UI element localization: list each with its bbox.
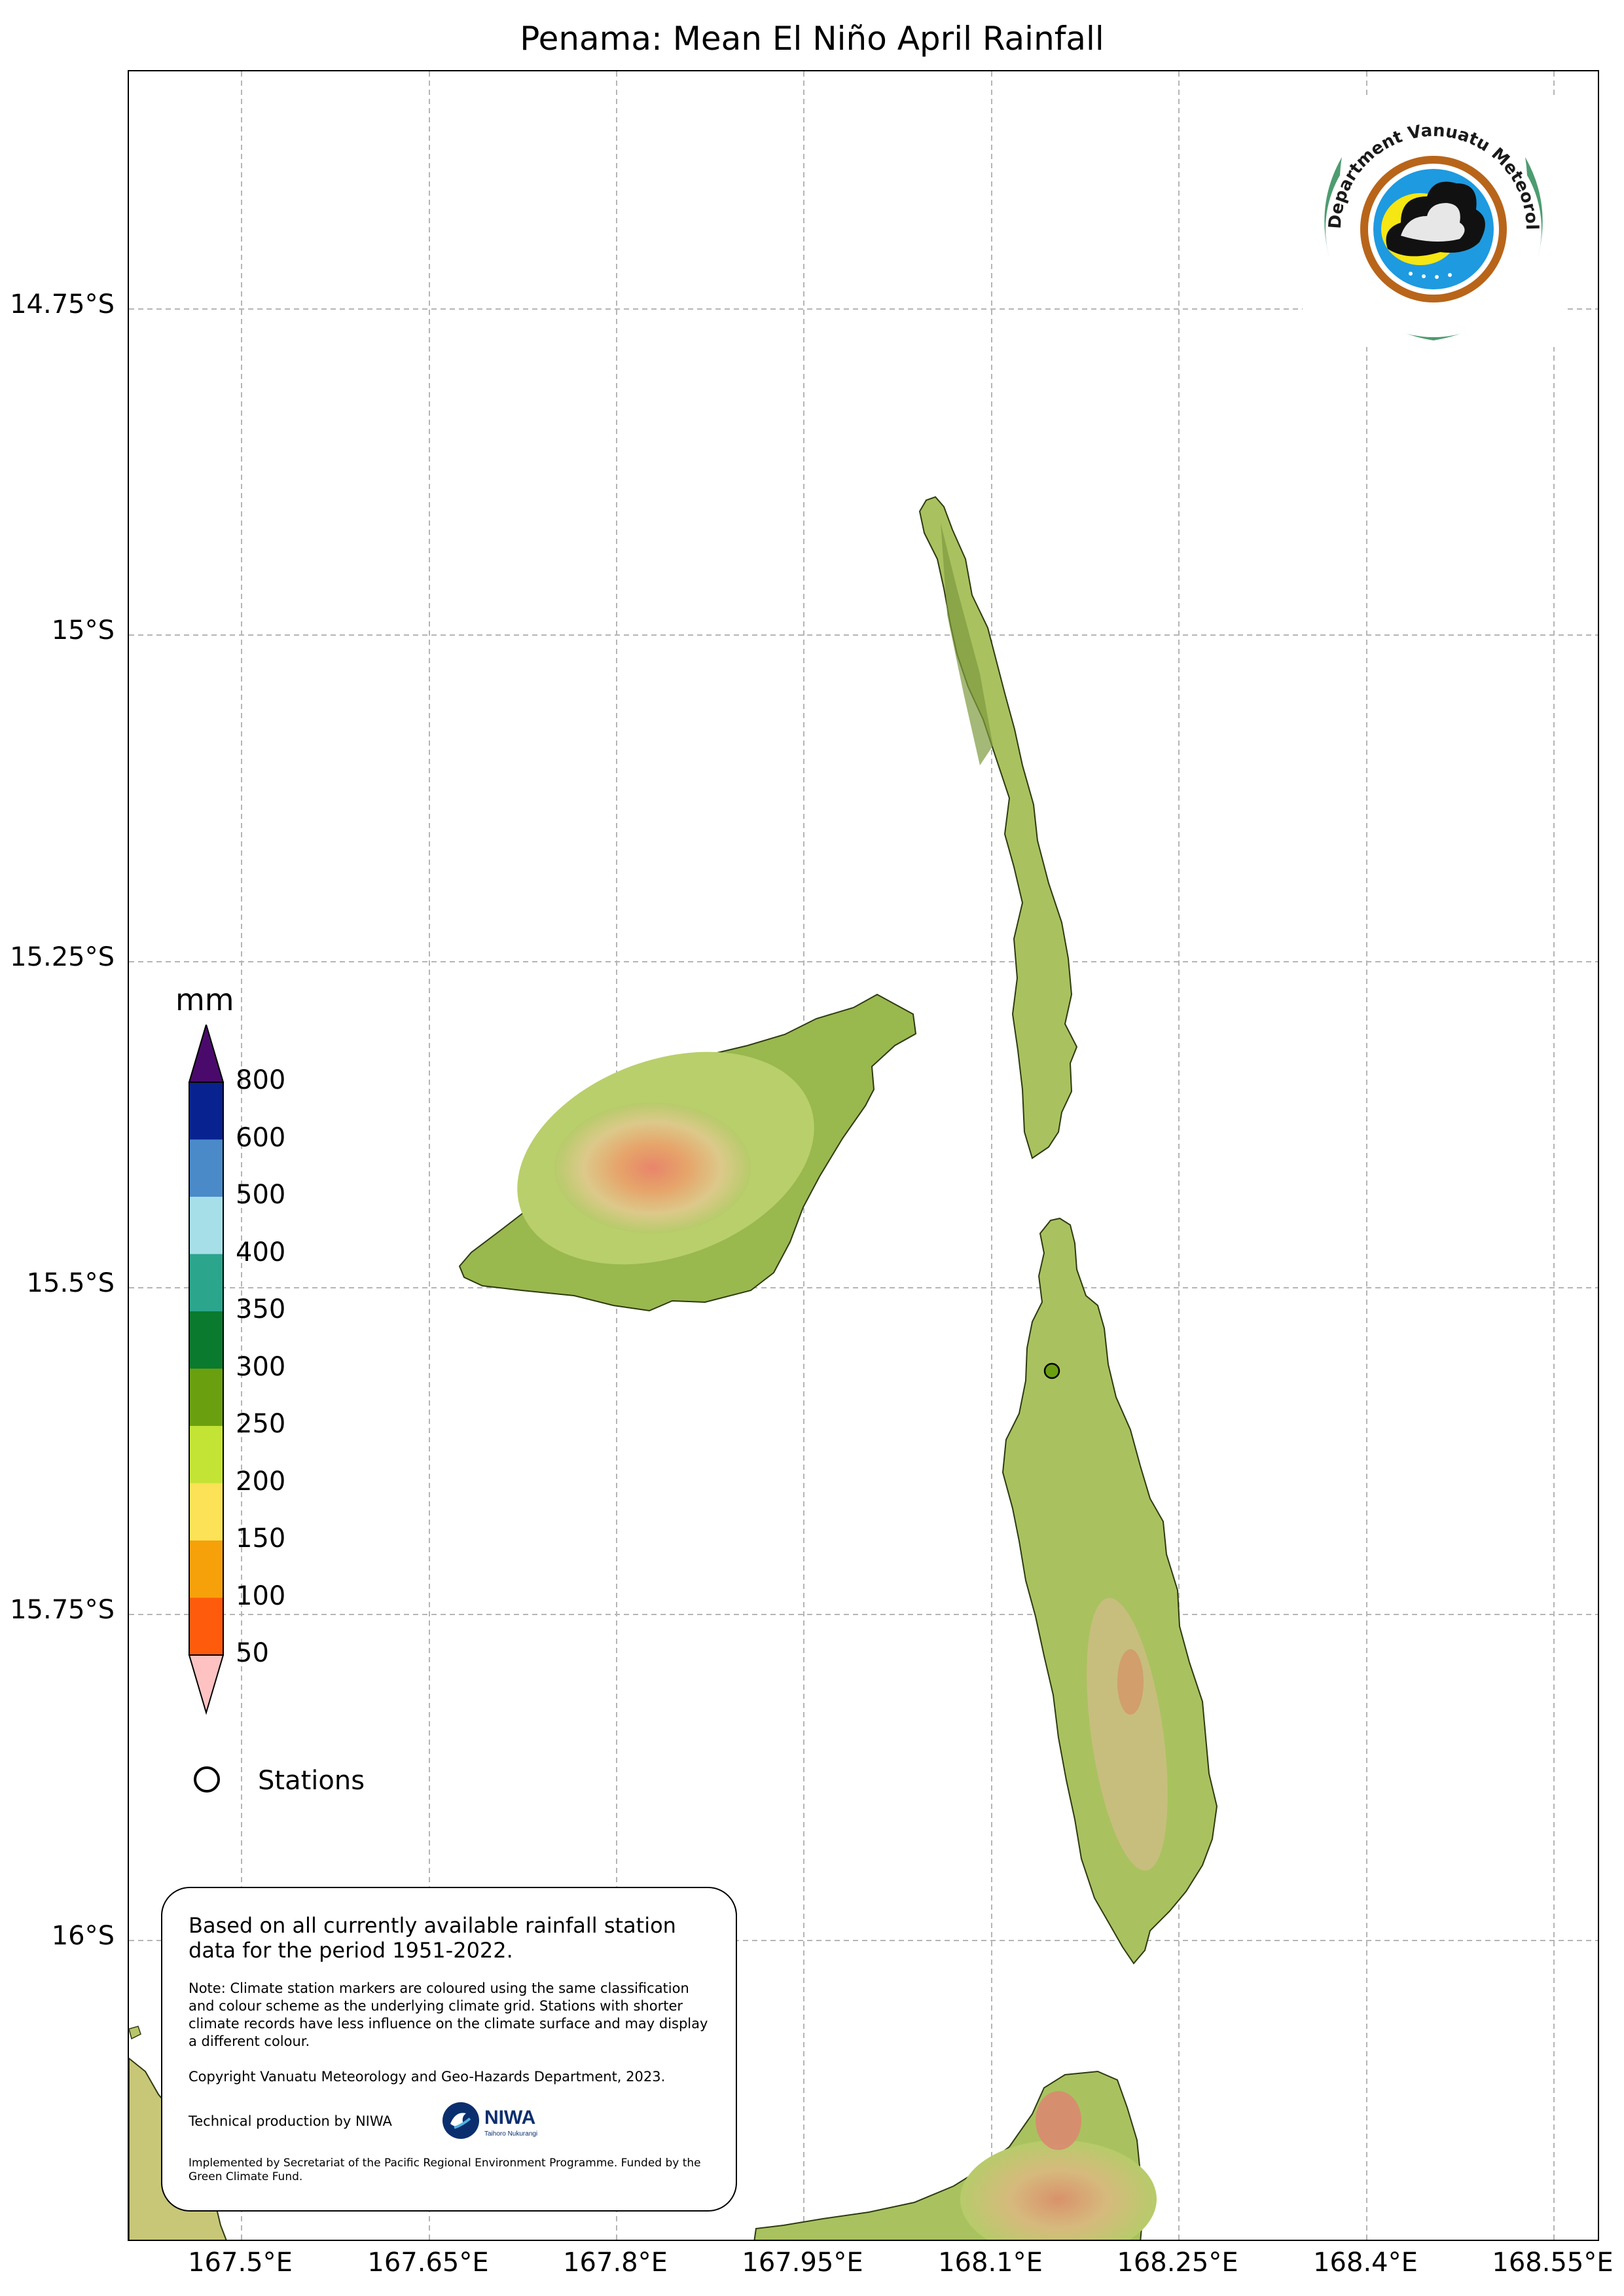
colorbar-segment: [189, 1311, 223, 1369]
colorbar-tick-label: 800: [236, 1065, 286, 1095]
island-pentecost: [1001, 1217, 1218, 1965]
x-tick-label: 167.5°E: [188, 2248, 293, 2278]
colorbar-tick-label: 100: [236, 1580, 286, 1611]
colorbar-extend-max: [188, 1025, 225, 1083]
niwa-logo: NIWA Taihoro Nukurangi: [442, 2102, 537, 2139]
x-tick-label: 167.8°E: [563, 2248, 668, 2278]
info-copyright-text: Copyright Vanuatu Meteorology and Geo-Ha…: [189, 2069, 666, 2085]
gridlines: [129, 71, 1598, 2240]
colorbar-tick-label: 300: [236, 1351, 286, 1382]
colorbar-tick-label: 600: [236, 1122, 286, 1153]
x-tick-label: 168.55°E: [1492, 2248, 1614, 2278]
colorbar: [188, 1025, 225, 1715]
colorbar-tick-label: 400: [236, 1237, 286, 1267]
info-implemented-text: Implemented by Secretariat of the Pacifi…: [189, 2157, 701, 2183]
colorbar-tick-label: 500: [236, 1180, 286, 1210]
colorbar-tick-label: 200: [236, 1466, 286, 1497]
vmgd-logo: Department Vanuatu Meteorology and Geo-H…: [1303, 98, 1564, 347]
info-note-text: Note: Climate station markers are colour…: [189, 1980, 708, 2049]
colorbar-extend-min: [188, 1654, 225, 1715]
colorbar-tick-label: 250: [236, 1409, 286, 1439]
colorbar-segment: [189, 1368, 223, 1426]
colorbar-segment: [189, 1540, 223, 1598]
info-note-box: Based on all currently available rainfal…: [161, 1887, 737, 2212]
map-title: Penama: Mean El Niño April Rainfall: [520, 20, 1104, 58]
colorbar-tick-label: 350: [236, 1294, 286, 1324]
colorbar-tick-label: 150: [236, 1523, 286, 1554]
colorbar-segment: [189, 1426, 223, 1484]
y-tick-label: 15.75°S: [10, 1595, 115, 1625]
colorbar-segment: [189, 1139, 223, 1197]
island-malekula: [753, 2070, 1157, 2240]
x-tick-label: 167.95°E: [742, 2248, 863, 2278]
info-main-text: Based on all currently available rainfal…: [189, 1913, 676, 1963]
colorbar-segment: [189, 1197, 223, 1254]
island-maewo: [918, 496, 1078, 1159]
x-tick-label: 168.1°E: [938, 2248, 1043, 2278]
colorbar-segment: [189, 1597, 223, 1655]
y-tick-label: 15.5°S: [26, 1268, 115, 1298]
colorbar-segment: [189, 1483, 223, 1540]
y-tick-label: 15.25°S: [10, 942, 115, 972]
niwa-logo-subtext: Taihoro Nukurangi: [484, 2130, 537, 2138]
y-tick-label: 14.75°S: [10, 289, 115, 319]
stations-legend-marker: [194, 1766, 220, 1793]
island-ambae: [458, 993, 917, 1312]
map-area[interactable]: [128, 70, 1599, 2241]
niwa-logo-text: NIWA: [484, 2107, 535, 2128]
stations-legend-label: Stations: [258, 1766, 365, 1796]
x-tick-label: 168.25°E: [1117, 2248, 1238, 2278]
x-tick-label: 168.4°E: [1313, 2248, 1418, 2278]
colorbar-unit: mm: [175, 982, 234, 1017]
map-canvas: [129, 71, 1598, 2240]
station-marker: [1043, 1362, 1060, 1379]
y-tick-label: 15°S: [51, 615, 115, 646]
colorbar-tick-label: 50: [236, 1638, 269, 1668]
y-tick-label: 16°S: [51, 1921, 115, 1951]
colorbar-segment: [189, 1082, 223, 1140]
colorbar-segment: [189, 1254, 223, 1311]
info-technical-text: Technical production by NIWA: [189, 2113, 392, 2129]
x-tick-label: 167.65°E: [367, 2248, 489, 2278]
